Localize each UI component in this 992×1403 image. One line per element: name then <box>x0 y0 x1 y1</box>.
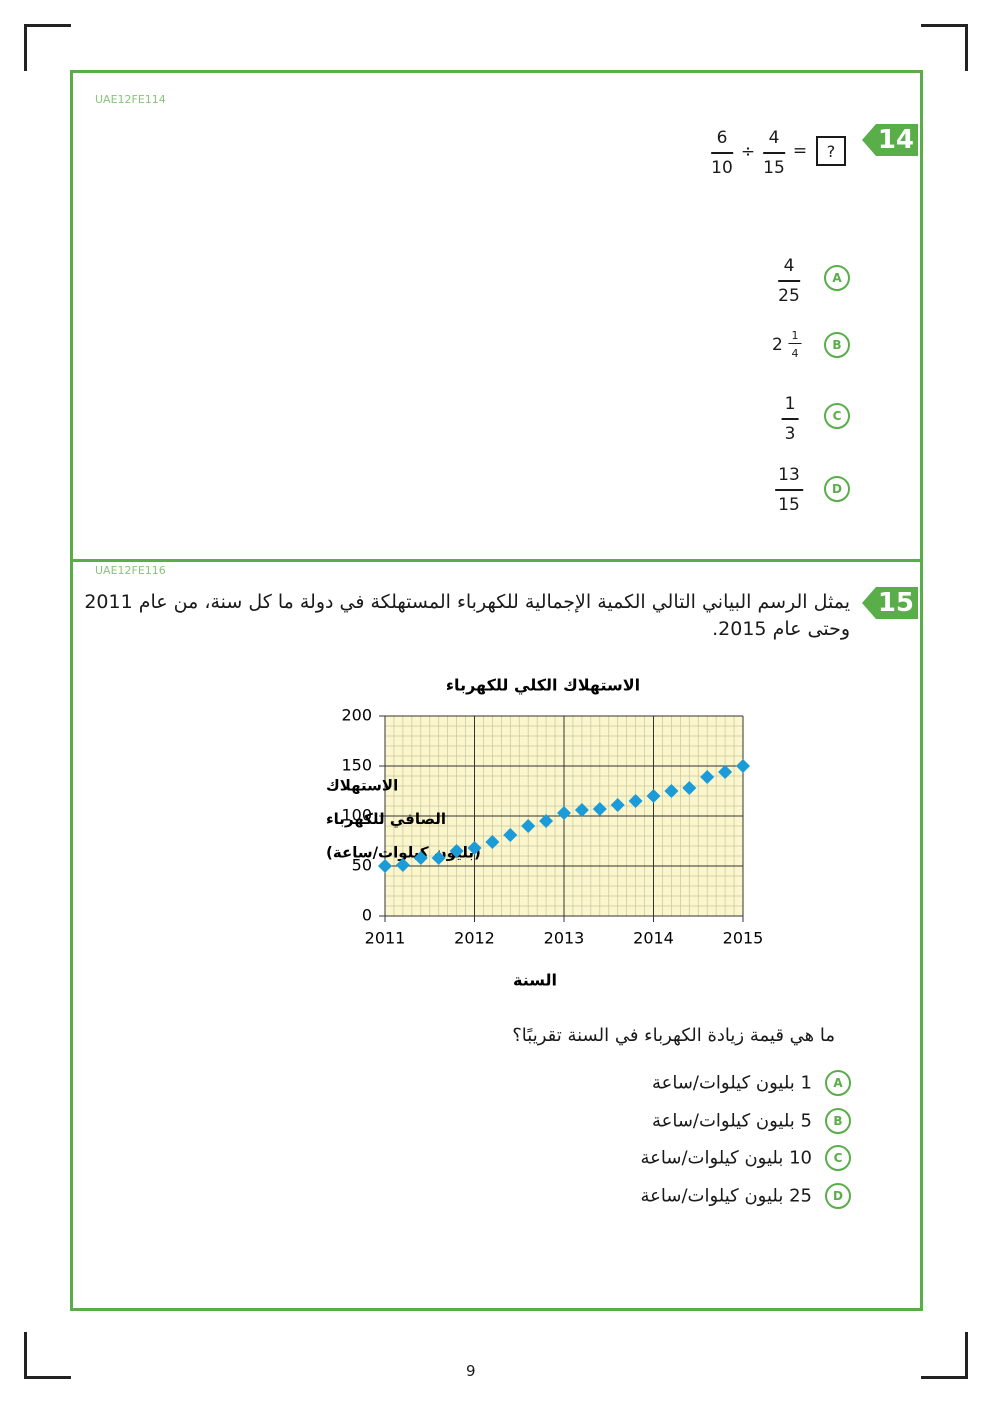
option-fraction: 1 4 <box>788 329 802 360</box>
x-tick-label: 2011 <box>365 929 406 948</box>
data-point <box>449 844 464 858</box>
data-point <box>467 841 482 855</box>
y-axis-label: الصافي للكهرباء <box>326 810 446 828</box>
question-code: UAE12FE114 <box>95 93 166 106</box>
x-axis-label: السنة <box>513 971 557 990</box>
numerator: 6 <box>711 127 733 154</box>
data-point <box>521 819 536 833</box>
denominator: 25 <box>778 286 800 306</box>
question-prompt: ما هي قيمة زيادة الكهرباء في السنة تقريب… <box>512 1025 835 1046</box>
option-text: 25 بليون كيلوات/ساعة <box>640 1185 813 1207</box>
data-point <box>485 835 500 849</box>
denominator: 10 <box>711 158 733 178</box>
question-text: يمثل الرسم البياني التالي الكمية الإجمال… <box>84 591 850 640</box>
x-tick-label: 2014 <box>633 929 674 948</box>
y-tick-label: 150 <box>341 756 372 775</box>
x-tick-label: 2015 <box>723 929 764 948</box>
denominator: 3 <box>784 424 796 444</box>
data-point <box>592 802 607 816</box>
data-point <box>628 794 643 808</box>
option-letter[interactable]: A <box>824 265 850 291</box>
denominator: 15 <box>778 495 800 515</box>
y-tick-label: 200 <box>341 706 372 725</box>
data-point <box>736 759 750 773</box>
option-letter[interactable]: A <box>825 1070 851 1096</box>
divider <box>70 559 923 562</box>
denominator: 15 <box>763 158 785 178</box>
option-text: 10 بليون كيلوات/ساعة <box>640 1147 813 1169</box>
crop-mark <box>921 24 968 71</box>
option-fraction: 13 15 <box>775 464 803 516</box>
option-text: 5 بليون كيلوات/ساعة <box>651 1110 812 1132</box>
data-point <box>682 781 697 795</box>
x-tick-label: 2013 <box>544 929 585 948</box>
y-tick-label: 100 <box>341 806 372 825</box>
data-point <box>646 789 661 803</box>
x-tick-label: 2012 <box>454 929 495 948</box>
option-letter[interactable]: C <box>824 403 850 429</box>
y-axis-label: الاستهلاك <box>326 777 398 795</box>
option-letter[interactable]: C <box>825 1145 851 1171</box>
equals: = <box>792 141 808 161</box>
option-text: 1 بليون كيلوات/ساعة <box>651 1072 812 1094</box>
option-letter[interactable]: D <box>824 476 850 502</box>
data-point <box>503 828 518 842</box>
option-fraction: 4 25 <box>778 255 800 307</box>
fraction: 6 10 <box>711 127 733 179</box>
data-point <box>378 859 392 873</box>
numerator: 4 <box>763 127 785 154</box>
data-point <box>431 851 446 865</box>
crop-mark <box>24 1332 71 1379</box>
y-tick-label: 50 <box>352 856 372 875</box>
crop-mark <box>24 24 71 71</box>
data-point <box>539 814 554 828</box>
crop-mark <box>921 1332 968 1379</box>
operator: ÷ <box>740 142 756 162</box>
option-letter[interactable]: B <box>825 1108 851 1134</box>
data-point <box>700 770 715 784</box>
option-letter[interactable]: D <box>825 1183 851 1209</box>
numerator: 13 <box>775 464 803 491</box>
numerator: 1 <box>788 329 802 344</box>
question-frame <box>70 70 923 1311</box>
chart-title: الاستهلاك الكلي للكهرباء <box>446 676 640 696</box>
answer-box: ? <box>816 136 846 166</box>
option-fraction: 1 3 <box>781 393 799 445</box>
y-tick-label: 0 <box>362 906 372 925</box>
option-letter[interactable]: B <box>824 332 850 358</box>
data-point <box>574 803 589 817</box>
data-point <box>718 765 733 779</box>
page-number: 9 <box>466 1362 476 1380</box>
data-point <box>395 858 410 872</box>
data-point <box>557 806 571 820</box>
question-code: UAE12FE116 <box>95 564 166 577</box>
numerator: 1 <box>781 393 799 420</box>
fraction: 4 15 <box>763 127 785 179</box>
numerator: 4 <box>778 255 800 282</box>
data-point <box>610 798 625 812</box>
denominator: 4 <box>791 347 799 360</box>
data-point <box>664 784 679 798</box>
data-point <box>413 851 428 865</box>
whole-number: 2 <box>772 335 783 355</box>
